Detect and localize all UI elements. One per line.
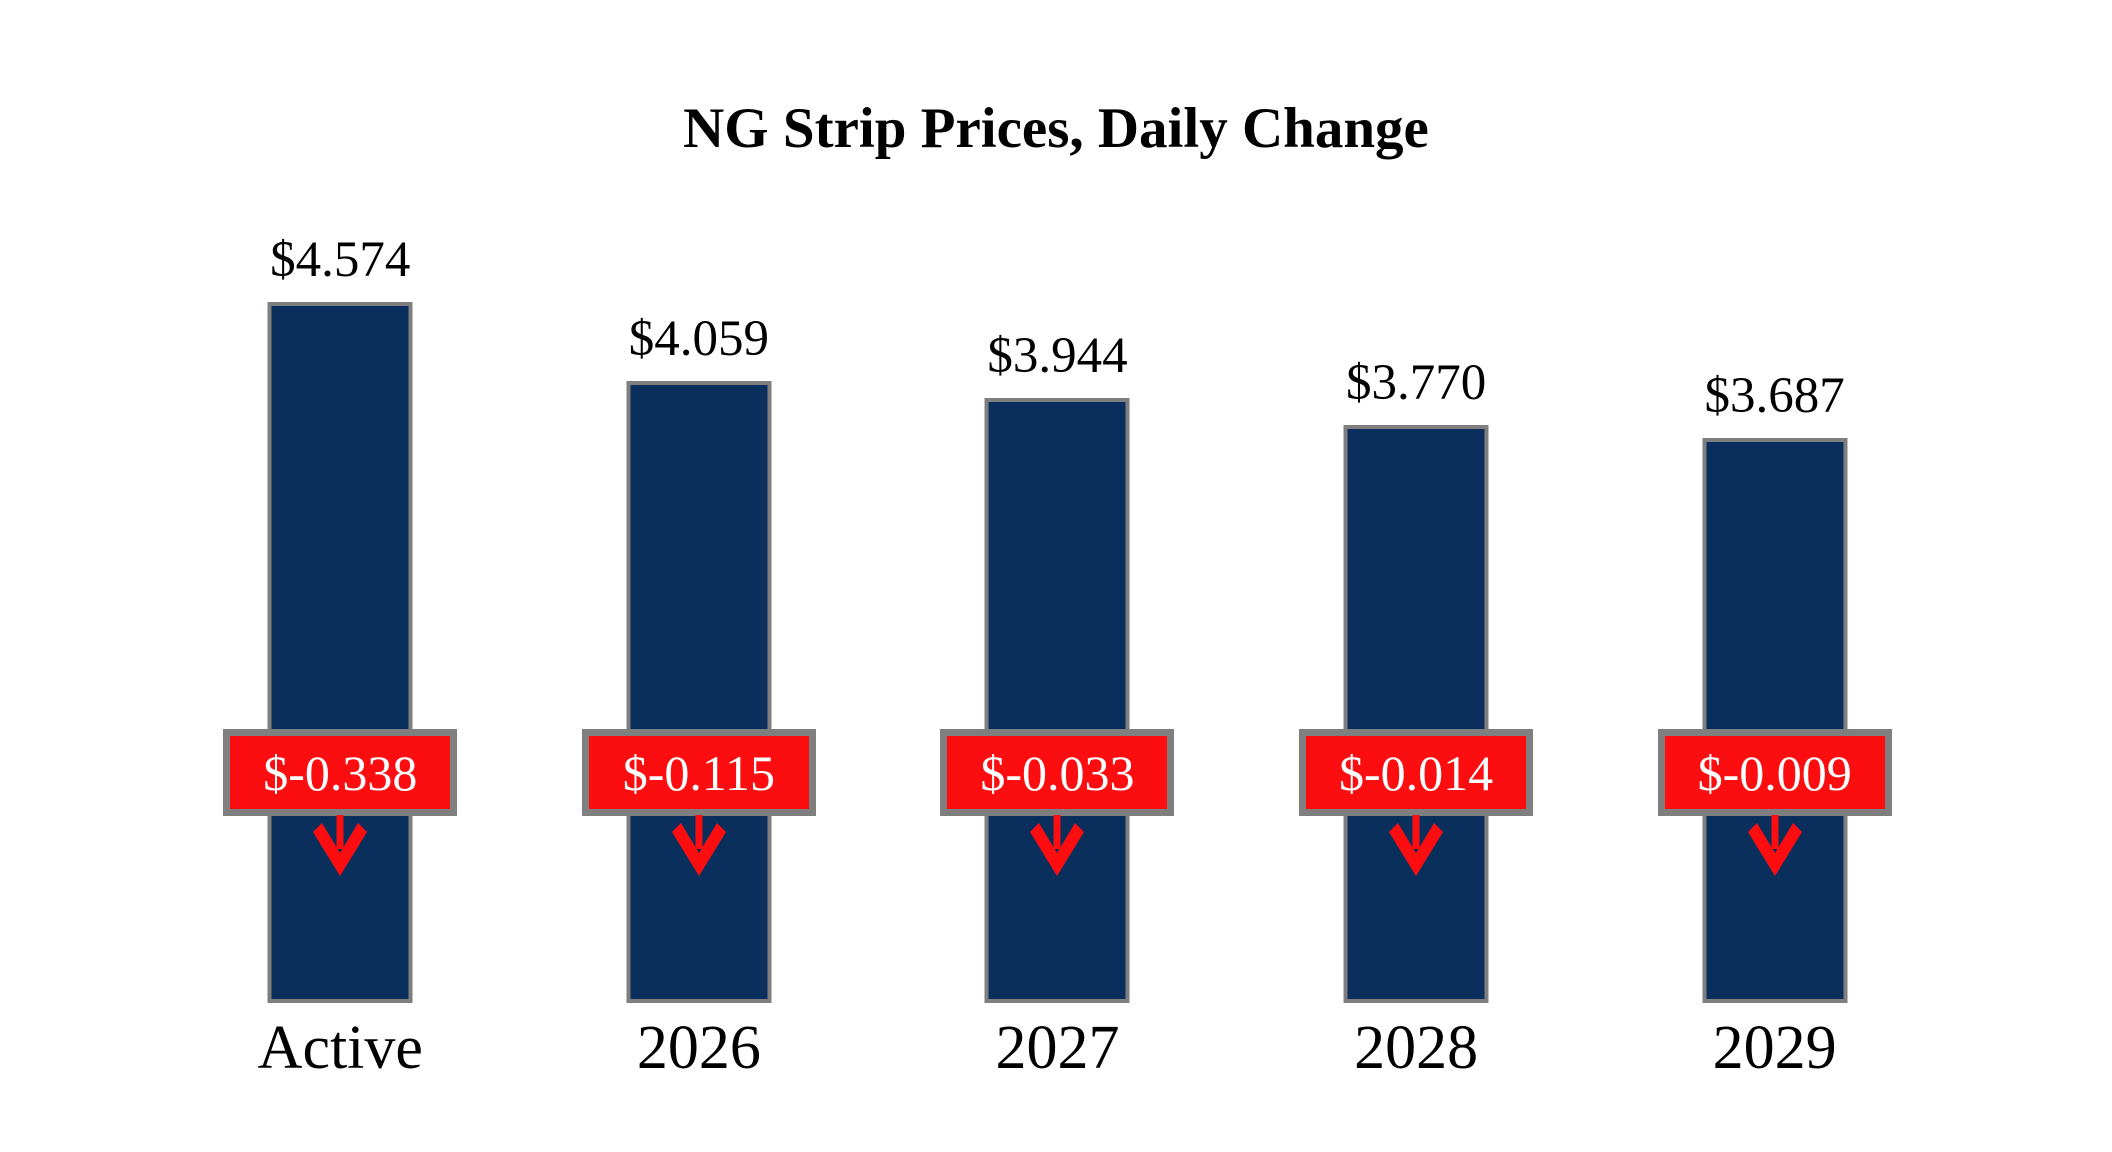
chart-title: NG Strip Prices, Daily Change [683, 97, 1429, 160]
bar-value-label: $3.687 [1704, 368, 1845, 425]
category-label: 2029 [1712, 1014, 1837, 1082]
change-badge: $-0.338 [223, 729, 458, 816]
down-arrow-icon [1747, 815, 1803, 877]
bar-column: $3.687 $-0.009 2029 [1595, 0, 1954, 1152]
change-badge-label: $-0.009 [1697, 744, 1852, 801]
bar-value-label: $3.944 [987, 328, 1128, 385]
change-badge-label: $-0.338 [263, 744, 418, 801]
change-badge: $-0.115 [581, 729, 816, 816]
change-badge-label: $-0.115 [622, 744, 776, 801]
bar [984, 398, 1130, 1003]
category-label: 2028 [1354, 1014, 1479, 1082]
bar-column: $4.574 $-0.338 Active [161, 0, 520, 1152]
category-label: 2027 [995, 1014, 1120, 1082]
down-arrow-icon [1029, 815, 1085, 877]
down-arrow-icon [312, 815, 368, 877]
down-arrow-icon [671, 815, 727, 877]
change-badge-label: $-0.033 [980, 744, 1135, 801]
bar-column: $4.059 $-0.115 2026 [520, 0, 879, 1152]
bar-value-label: $3.770 [1345, 355, 1487, 412]
category-label: Active [257, 1014, 423, 1082]
bar [1702, 438, 1848, 1003]
bar [267, 302, 413, 1003]
change-badge: $-0.014 [1299, 729, 1534, 816]
bar-columns-area: $4.574 $-0.338 Active $4.059 $-0.115 202… [161, 0, 1954, 1152]
change-badge: $-0.009 [1657, 729, 1892, 816]
down-arrow-icon [1388, 815, 1444, 877]
bar-value-label: $4.059 [628, 311, 770, 368]
bar [626, 381, 772, 1003]
bar-value-label: $4.574 [270, 232, 411, 289]
change-badge-label: $-0.014 [1339, 744, 1494, 801]
bar-column: $3.770 $-0.014 2028 [1237, 0, 1596, 1152]
bar [1343, 425, 1489, 1003]
category-label: 2026 [636, 1014, 761, 1082]
bar-column: $3.944 $-0.033 2027 [878, 0, 1237, 1152]
change-badge: $-0.033 [940, 729, 1175, 816]
